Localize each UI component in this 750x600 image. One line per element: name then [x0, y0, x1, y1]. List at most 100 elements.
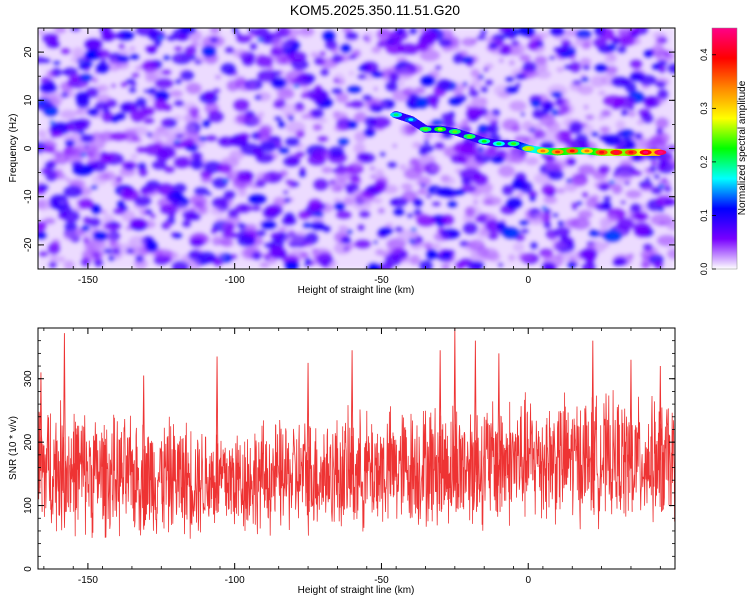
y-tick-label: -20 — [23, 237, 34, 252]
spectrogram-noise-blob — [431, 201, 442, 207]
spectrogram-noise-blob — [249, 42, 258, 51]
spectrogram-noise-blob — [454, 261, 466, 269]
spectrogram-noise-blob — [544, 158, 567, 172]
spectrogram-noise-blob — [441, 176, 456, 185]
spectrogram-noise-blob — [108, 241, 122, 249]
spectrogram-noise-blob — [375, 169, 384, 177]
spectrogram-noise-blob — [201, 119, 211, 129]
spectrogram-noise-blob — [288, 35, 298, 43]
spectrogram-noise-blob — [501, 184, 515, 196]
spectrogram-noise-blob — [488, 252, 501, 262]
colorbar: 0.0 0.1 0.2 0.3 0.4 Normalized spectral ampl… — [699, 27, 748, 275]
spectrogram-noise-blob — [528, 127, 542, 136]
spectrogram-noise-blob — [307, 198, 323, 211]
spectrogram-noise-blob — [376, 28, 392, 42]
spectrogram-noise-blob — [38, 130, 47, 138]
spectrogram-noise-blob — [57, 256, 66, 263]
spectrogram-noise-blob — [315, 222, 327, 231]
spectrogram-noise-blob — [465, 107, 483, 120]
spectrogram-noise-blob — [534, 55, 548, 65]
spectrogram-noise-blob — [110, 116, 120, 124]
snr-y-axis: 0 100 200 300 — [23, 327, 675, 572]
y-tick-label: 0 — [23, 145, 34, 151]
spectrogram-noise-blob — [255, 91, 272, 102]
spectrogram-noise-blob — [204, 102, 220, 115]
spectrogram-noise-blob — [434, 142, 445, 150]
spectrogram-noise-blob — [90, 76, 99, 84]
spectrogram-noise-blob — [203, 90, 215, 100]
spectrogram-noise-blob — [460, 143, 478, 157]
spectrogram-noise-blob — [75, 91, 90, 104]
spectrogram-noise-blob — [132, 135, 140, 141]
x-tick-label: -150 — [78, 575, 98, 586]
spectrogram-noise-blob — [144, 106, 155, 116]
signal-track-core — [481, 139, 487, 143]
spectrogram-noise-blob — [548, 169, 565, 181]
spectrogram-noise-blob — [412, 198, 424, 208]
spectrogram-noise-blob — [101, 110, 114, 123]
spectrogram-noise-blob — [375, 248, 386, 256]
spectrogram-noise-blob — [257, 111, 265, 118]
spectrogram-noise-blob — [419, 144, 435, 154]
spectrogram-noise-blob — [440, 263, 451, 269]
spectrogram-noise-blob — [553, 226, 571, 238]
signal-track-core — [467, 135, 473, 138]
spectrogram-noise-blob — [210, 227, 219, 233]
spectrogram-noise-blob — [534, 213, 546, 221]
spectrogram-noise-blob — [387, 65, 405, 76]
spectrogram-noise-blob — [635, 133, 642, 140]
spectrogram-noise-blob — [144, 68, 162, 80]
spectrogram-noise-blob — [541, 110, 549, 116]
signal-track-core — [408, 118, 414, 121]
spectrogram-noise-blob — [488, 42, 499, 50]
spectrogram-noise-blob — [376, 40, 388, 48]
spectrogram-noise-blob — [237, 235, 256, 247]
spectrogram-noise-blob — [244, 226, 253, 233]
spectrogram-noise-blob — [52, 60, 61, 66]
spectrogram-noise-blob — [178, 69, 194, 82]
spectrogram-noise-blob — [604, 55, 617, 64]
spectrogram-noise-blob — [371, 46, 382, 54]
spectrogram-noise-blob — [221, 230, 236, 239]
spectrogram-noise-blob — [88, 217, 101, 228]
spectrogram-noise-blob — [273, 115, 283, 122]
spectrogram-noise-blob — [253, 28, 270, 38]
spectrogram-noise-blob — [408, 93, 420, 100]
spectrogram-noise-blob — [85, 67, 90, 72]
spectrogram-noise-blob — [581, 191, 589, 198]
spectrogram-noise-speckle — [80, 152, 87, 157]
spectrogram-noise-blob — [631, 33, 639, 38]
spectrogram-noise-blob — [298, 28, 315, 38]
spectrogram-noise-blob — [468, 239, 485, 251]
spectrogram-noise-blob — [419, 74, 436, 87]
spectrogram-noise-blob — [410, 239, 423, 250]
spectrogram-noise-blob — [629, 59, 643, 69]
spectrogram-noise-blob — [119, 205, 129, 212]
spectrogram-noise-blob — [154, 77, 174, 90]
spectrogram-noise-blob — [161, 69, 172, 76]
spectrogram-noise-blob — [651, 63, 660, 71]
spectrogram-noise-blob — [617, 211, 626, 218]
spectrogram-noise-blob — [502, 43, 512, 51]
spectrogram-noise-blob — [129, 46, 136, 52]
spectrogram-noise-blob — [382, 184, 399, 194]
spectrogram-noise-blob — [652, 259, 664, 269]
spectrogram-noise-blob — [235, 31, 242, 38]
spectrogram-noise-blob — [129, 218, 147, 229]
spectrogram-noise-blob — [311, 215, 325, 225]
spectrogram-noise-blob — [120, 188, 140, 201]
spectrogram-noise-blob — [259, 140, 277, 153]
spectrogram-noise-blob — [543, 195, 558, 204]
spectrogram-noise-blob — [272, 171, 279, 176]
spectrogram-y-label: Frequency (Hz) — [8, 114, 19, 183]
spectrogram-noise-blob — [529, 196, 537, 202]
spectrogram-noise-blob — [72, 47, 85, 58]
spectrogram-noise-blob — [613, 78, 620, 84]
snr-series-line — [38, 390, 675, 539]
spectrogram-noise-blob — [377, 207, 386, 214]
spectrogram-noise-blob — [347, 120, 358, 130]
spectrogram-noise-blob — [283, 260, 300, 269]
spectrogram-noise-blob — [644, 95, 660, 107]
snr-peak — [497, 353, 501, 512]
spectrogram-noise-blob — [143, 89, 150, 94]
